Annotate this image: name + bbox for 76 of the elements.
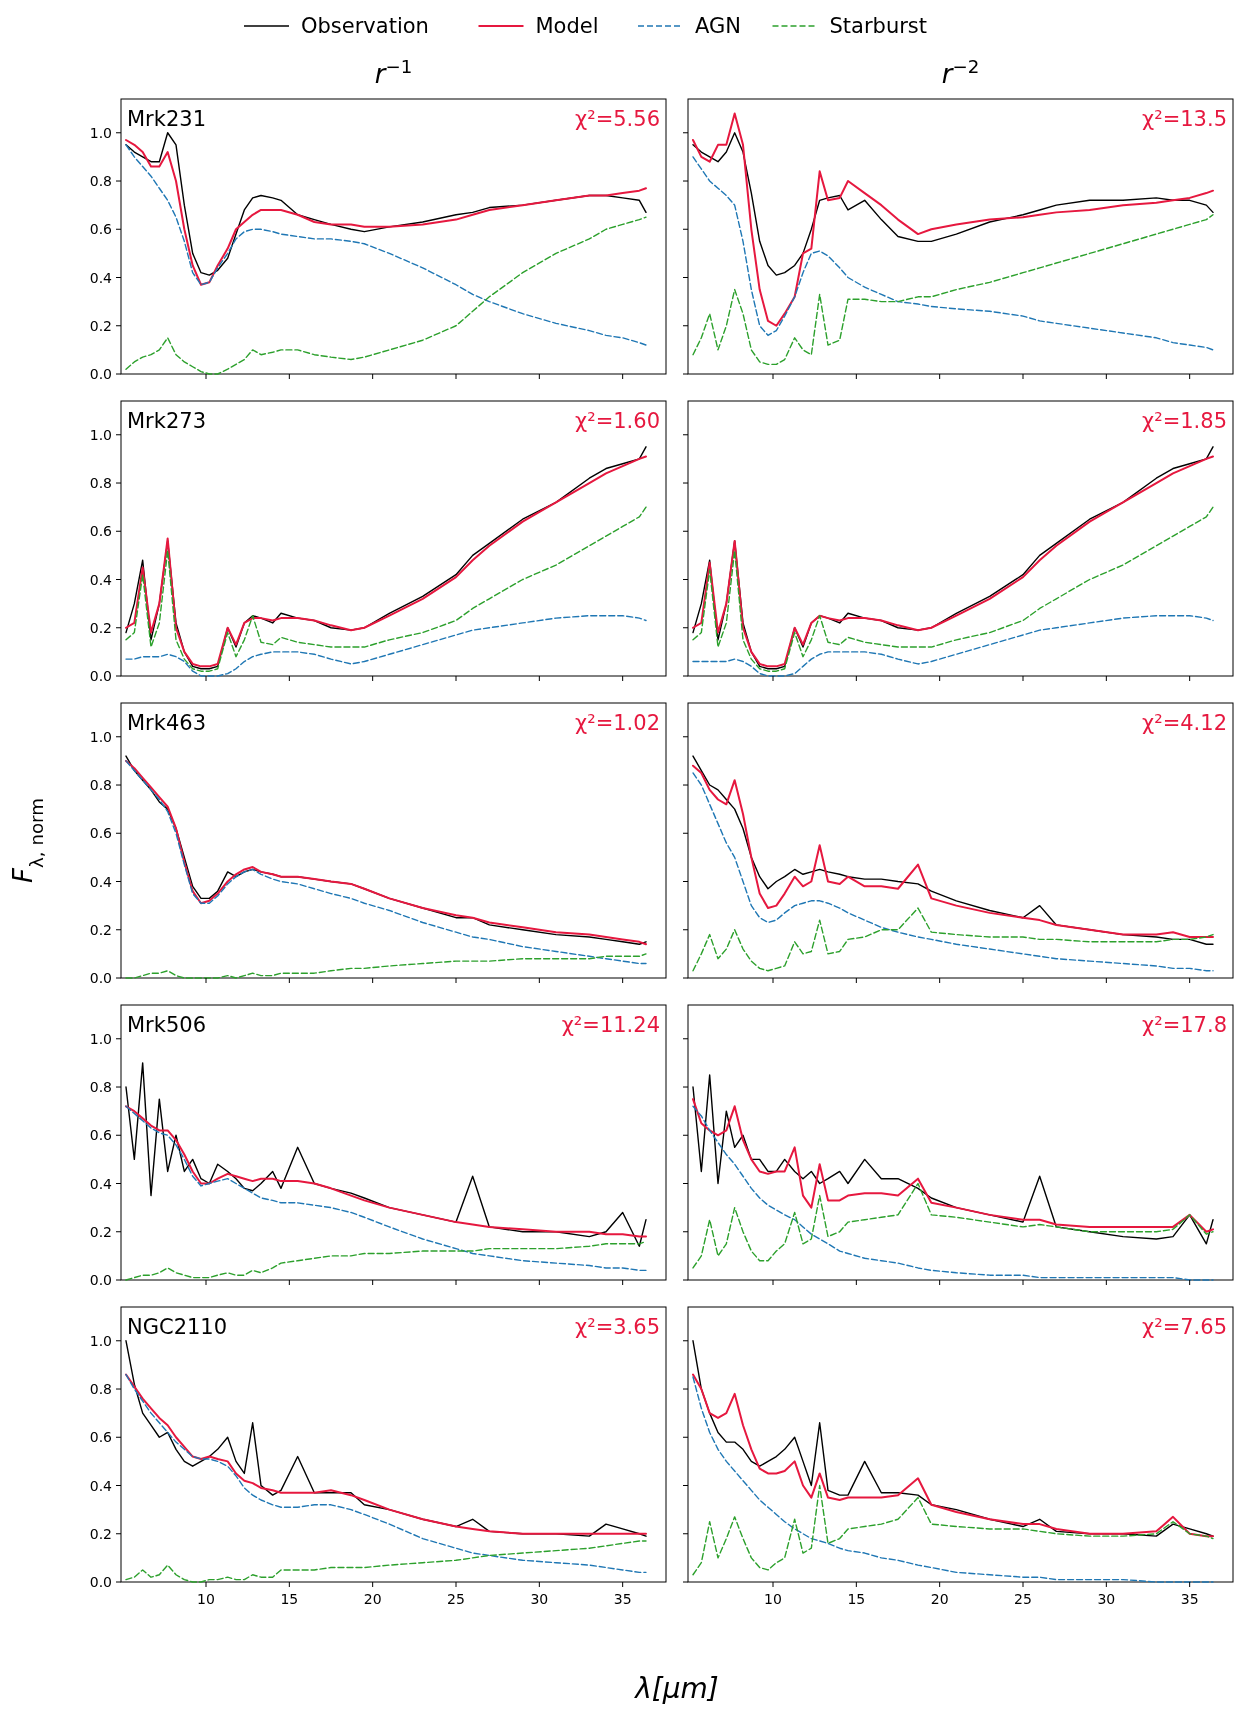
y-tick-label: 0.8 bbox=[89, 1381, 112, 1398]
line-series bbox=[125, 216, 647, 375]
y-tick-label: 0.8 bbox=[89, 1079, 112, 1096]
line-series bbox=[125, 1373, 647, 1535]
y-tick-label: 0.4 bbox=[89, 571, 113, 588]
y-tick-label: 1.0 bbox=[89, 1332, 112, 1349]
line-series bbox=[125, 1240, 647, 1281]
y-tick-label: 0.4 bbox=[89, 1477, 113, 1494]
x-tick-label: 25 bbox=[1014, 1591, 1032, 1607]
line-series bbox=[125, 1373, 647, 1574]
annotation: χ²=4.12 bbox=[1142, 711, 1227, 735]
annotation: Mrk463 bbox=[127, 711, 206, 735]
y-tick-label: 0.6 bbox=[89, 1127, 113, 1144]
annotation: χ²=17.8 bbox=[1142, 1013, 1227, 1037]
y-tick-label: 0.8 bbox=[89, 475, 112, 492]
y-tick-label: 0.8 bbox=[89, 173, 112, 190]
x-tick-label: 10 bbox=[197, 1591, 215, 1607]
annotation: χ²=5.56 bbox=[575, 107, 660, 131]
line-series bbox=[125, 1062, 647, 1247]
line-series bbox=[125, 1540, 647, 1583]
annotation: NGC2110 bbox=[127, 1315, 228, 1339]
x-tick-label: 35 bbox=[1180, 1591, 1199, 1607]
x-axis-title: λ[μm] bbox=[633, 1672, 719, 1705]
y-tick-label: 0.4 bbox=[89, 1175, 113, 1192]
annotation: χ²=3.65 bbox=[575, 1315, 660, 1339]
legend-label: Model bbox=[535, 14, 599, 38]
y-tick-label: 0.0 bbox=[89, 668, 112, 684]
line-series bbox=[125, 506, 647, 672]
y-tick-label: 1.0 bbox=[89, 426, 112, 443]
legend-label: AGN bbox=[695, 14, 741, 38]
y-tick-label: 0.0 bbox=[89, 1574, 112, 1590]
y-tick-label: 1.0 bbox=[89, 1030, 112, 1047]
y-tick-label: 0.2 bbox=[89, 317, 112, 334]
chart-title: r$^{−1}$ bbox=[374, 55, 413, 89]
y-tick-label: 0.0 bbox=[89, 970, 112, 986]
y-tick-label: 0.0 bbox=[89, 1272, 112, 1288]
annotation: χ²=1.60 bbox=[575, 409, 660, 433]
y-tick-label: 0.0 bbox=[89, 366, 112, 382]
y-tick-label: 0.6 bbox=[89, 523, 113, 540]
x-tick-label: 30 bbox=[530, 1591, 549, 1607]
y-tick-label: 0.4 bbox=[89, 269, 113, 286]
annotation: Mrk273 bbox=[127, 409, 206, 433]
y-tick-label: 0.4 bbox=[89, 873, 113, 890]
annotation: Mrk506 bbox=[127, 1013, 206, 1037]
line-series bbox=[125, 144, 647, 346]
annotation: χ²=13.5 bbox=[1142, 107, 1227, 131]
y-tick-label: 1.0 bbox=[89, 124, 112, 141]
line-series bbox=[125, 1105, 647, 1238]
y-tick-label: 0.6 bbox=[89, 221, 113, 238]
x-tick-label: 30 bbox=[1097, 1591, 1116, 1607]
annotation: χ²=1.02 bbox=[575, 711, 660, 735]
annotation: χ²=1.85 bbox=[1142, 409, 1227, 433]
x-tick-label: 35 bbox=[613, 1591, 632, 1607]
y-tick-label: 0.8 bbox=[89, 777, 112, 794]
chart-title: r$^{−2}$ bbox=[941, 55, 980, 89]
line-series bbox=[125, 1105, 647, 1272]
x-tick-label: 10 bbox=[764, 1591, 782, 1607]
x-tick-label: 15 bbox=[280, 1591, 299, 1607]
y-tick-label: 0.6 bbox=[89, 1429, 113, 1446]
annotation: Mrk231 bbox=[127, 107, 206, 131]
line-series bbox=[125, 953, 647, 979]
legend-label: Observation bbox=[301, 14, 429, 38]
line-series bbox=[125, 614, 647, 677]
y-tick-label: 0.6 bbox=[89, 825, 113, 842]
y-tick-label: 0.2 bbox=[89, 1525, 112, 1542]
x-tick-label: 20 bbox=[930, 1591, 949, 1607]
annotation: χ²=7.65 bbox=[1142, 1315, 1227, 1339]
y-tick-label: 0.2 bbox=[89, 1223, 112, 1240]
y-tick-label: 0.2 bbox=[89, 619, 112, 636]
x-tick-label: 25 bbox=[447, 1591, 465, 1607]
annotation: χ²=11.24 bbox=[561, 1013, 660, 1037]
x-tick-label: 20 bbox=[363, 1591, 382, 1607]
y-tick-label: 1.0 bbox=[89, 728, 112, 745]
x-tick-label: 15 bbox=[847, 1591, 866, 1607]
y-tick-label: 0.2 bbox=[89, 921, 112, 938]
legend-label: Starburst bbox=[829, 14, 928, 38]
